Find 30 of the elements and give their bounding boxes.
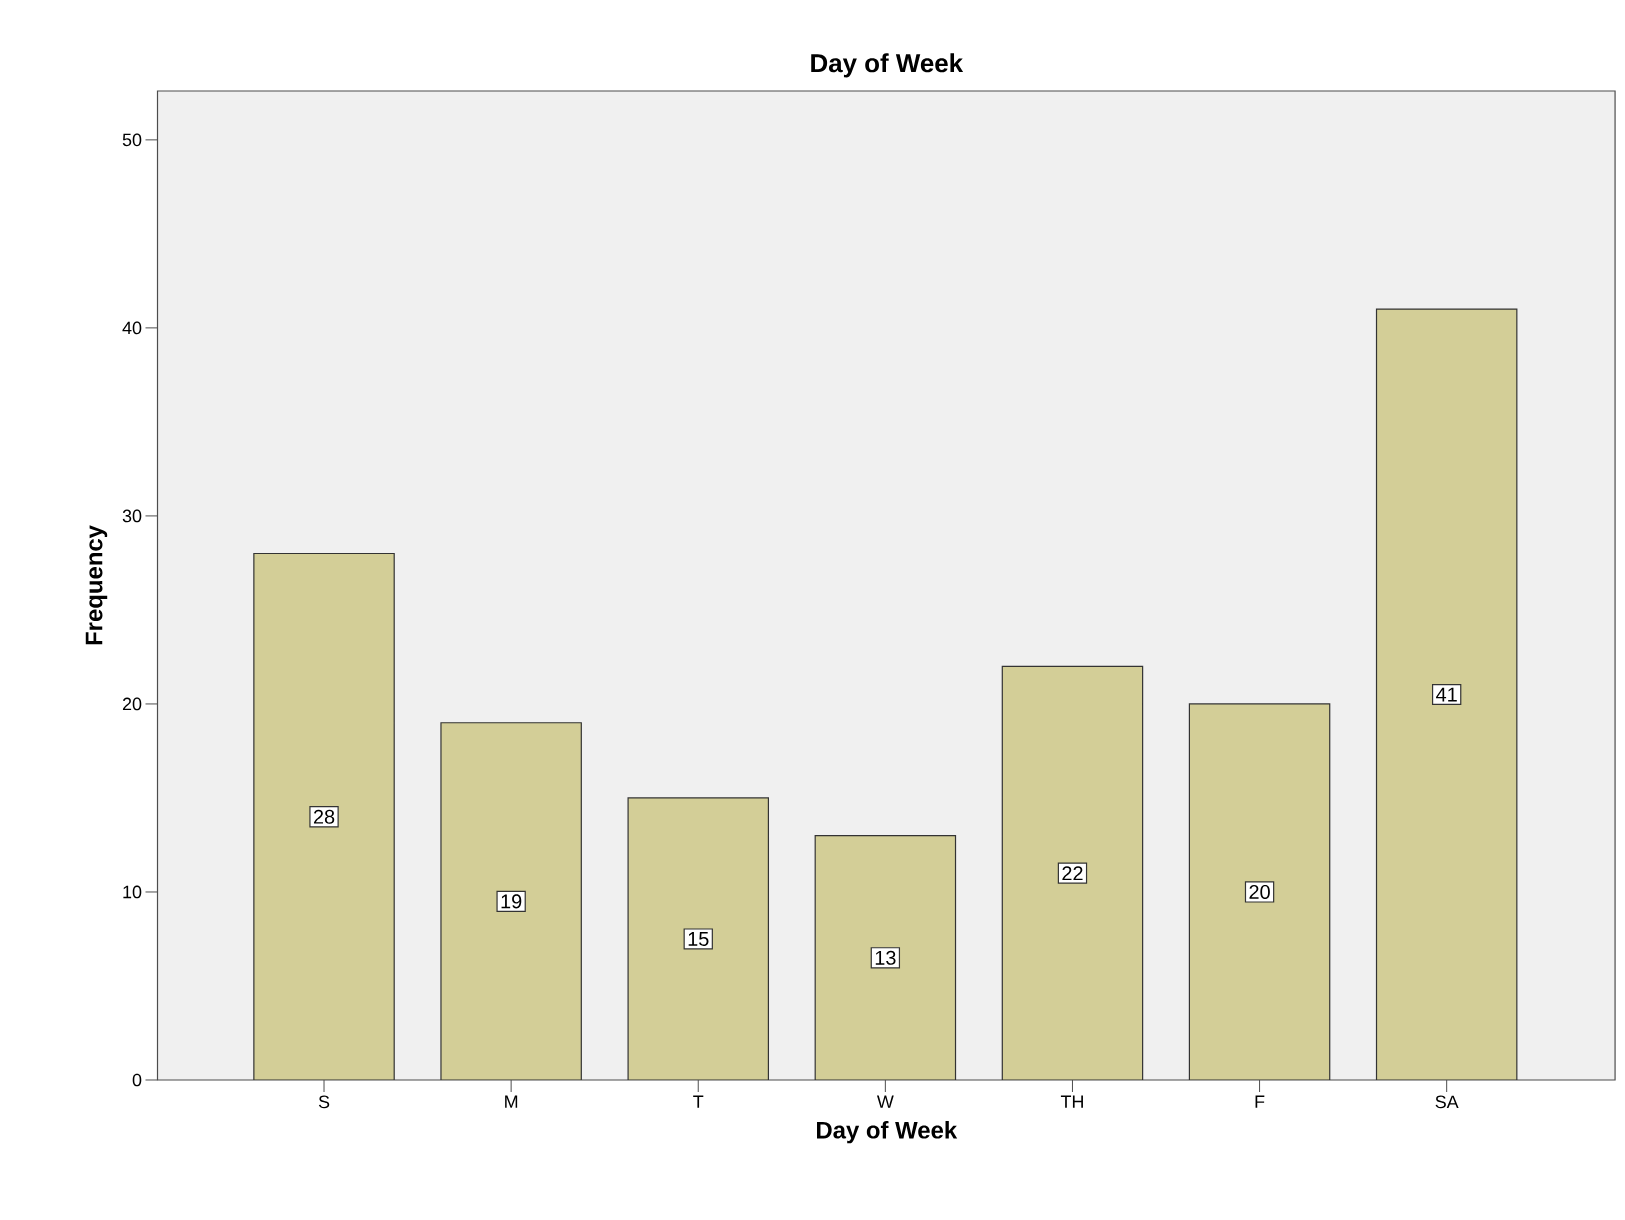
y-tick-label: 40 — [122, 321, 142, 335]
data-label: 19 — [501, 894, 522, 909]
bar — [440, 722, 582, 1080]
y-tick-label: 50 — [122, 133, 142, 147]
x-axis-title: Day of Week — [817, 1121, 958, 1144]
x-tick-label: M — [505, 1095, 518, 1108]
x-tick-label: W — [876, 1095, 894, 1108]
bar — [1001, 665, 1144, 1080]
y-axis-title: Frequency — [85, 525, 108, 645]
y-tick-label: 20 — [122, 697, 142, 711]
data-label: 22 — [1062, 866, 1083, 881]
data-label: 28 — [313, 809, 335, 824]
bar — [814, 834, 957, 1080]
chart-title: Day of Week — [811, 53, 964, 78]
data-label: 15 — [688, 932, 709, 946]
x-tick-label: F — [1255, 1095, 1265, 1108]
bar — [253, 553, 395, 1080]
data-label: 13 — [875, 950, 896, 965]
data-label: 20 — [1249, 884, 1270, 900]
bar — [1188, 703, 1331, 1080]
x-tick-label: S — [318, 1095, 330, 1109]
x-tick-label: T — [693, 1095, 704, 1108]
y-tick-label: 0 — [132, 1073, 142, 1087]
x-tick-label: SA — [1435, 1095, 1459, 1109]
x-tick-label: TH — [1060, 1095, 1083, 1108]
bar — [1375, 308, 1518, 1080]
y-tick-label: 30 — [122, 509, 142, 523]
data-label: 41 — [1436, 687, 1457, 702]
bar — [627, 797, 770, 1080]
y-tick-label: 10 — [123, 885, 142, 899]
